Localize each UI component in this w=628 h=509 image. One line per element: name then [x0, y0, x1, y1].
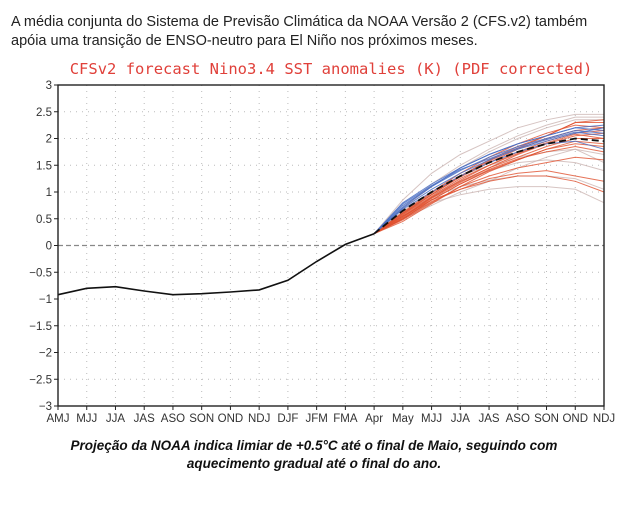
x-tick-label: OND [218, 413, 244, 425]
y-tick-label: 3 [46, 80, 52, 92]
gridlines [58, 85, 604, 406]
x-tick-label: JAS [134, 413, 155, 425]
ensemble-member-line-red [373, 145, 605, 235]
x-tick-label: DJF [277, 413, 298, 425]
y-axis-ticks: 3 2.5 2 1.5 1 0.5 0 −0.5 −1 −1.5 −2 −2.5 −3 [29, 80, 58, 413]
y-tick-label: 2 [46, 134, 52, 146]
x-tick-label: JJA [106, 413, 126, 425]
y-tick-label: 1 [46, 187, 52, 199]
ensemble-member-line-recent [373, 129, 605, 235]
figure-caption: Projeção da NOAA indica limiar de +0.5°C… [20, 437, 608, 473]
ensemble-mean-line [373, 137, 605, 235]
y-tick-label: −2 [39, 348, 52, 360]
ensemble-member-line-red [373, 132, 605, 235]
y-tick-label: 1.5 [36, 160, 52, 172]
x-axis-ticks: AMJ MJJ JJA JAS ASO SON OND NDJ DJF JFM FMA Apr May M… [47, 406, 615, 425]
ensemble-member-line-older [373, 113, 604, 235]
observed-line [57, 232, 375, 296]
x-tick-label: AMJ [47, 413, 70, 425]
ensemble-member-line-red [373, 140, 605, 235]
y-tick-label: 0.5 [36, 214, 52, 226]
x-tick-label: JJA [451, 413, 471, 425]
x-tick-label: Apr [365, 413, 383, 425]
ensemble-member-line-red [373, 156, 605, 235]
x-tick-label: OND [562, 413, 588, 425]
x-tick-label: ASO [506, 413, 530, 425]
x-tick-label: MJJ [76, 413, 97, 425]
intro-line-1: A média conjunta do Sistema de Previsão … [11, 14, 588, 30]
ensemble-member-line-red [373, 138, 604, 235]
ensemble-member-line-recent [373, 124, 605, 235]
ensemble-member-line-recent [373, 131, 605, 235]
x-tick-label: SON [189, 413, 214, 425]
intro-text: A média conjunta do Sistema de Previsão … [11, 13, 621, 51]
x-tick-label: MJJ [421, 413, 442, 425]
x-tick-label: FMA [333, 413, 358, 425]
x-tick-label: JFM [305, 413, 327, 425]
main-lines [57, 137, 605, 296]
ensemble-member-line-older [373, 119, 604, 235]
chart-title: CFSv2 forecast Nino3.4 SST anomalies (K)… [70, 60, 593, 78]
y-tick-label: −2.5 [29, 374, 52, 386]
y-tick-label: −1 [39, 294, 52, 306]
y-tick-label: −0.5 [29, 267, 52, 279]
caption-line-2: aquecimento gradual até o final do ano. [186, 456, 442, 471]
x-tick-label: NDJ [593, 413, 615, 425]
x-tick-label: May [392, 413, 414, 425]
y-tick-label: −1.5 [29, 321, 52, 333]
ensemble-member-line-red [373, 119, 605, 235]
y-tick-label: −3 [39, 401, 52, 413]
caption-line-1: Projeção da NOAA indica limiar de +0.5°C… [70, 438, 558, 453]
y-tick-label: 0 [46, 241, 52, 253]
ensemble-members [373, 113, 605, 235]
intro-line-2: apóia uma transição de ENSO-neutro para … [11, 33, 478, 49]
ensemble-member-line-recent [373, 127, 605, 235]
x-tick-label: SON [534, 413, 559, 425]
nino34-forecast-chart: CFSv2 forecast Nino3.4 SST anomalies (K)… [29, 60, 615, 425]
y-tick-label: 2.5 [36, 107, 52, 119]
x-tick-label: JAS [479, 413, 500, 425]
x-tick-label: ASO [161, 413, 185, 425]
x-tick-label: NDJ [248, 413, 270, 425]
